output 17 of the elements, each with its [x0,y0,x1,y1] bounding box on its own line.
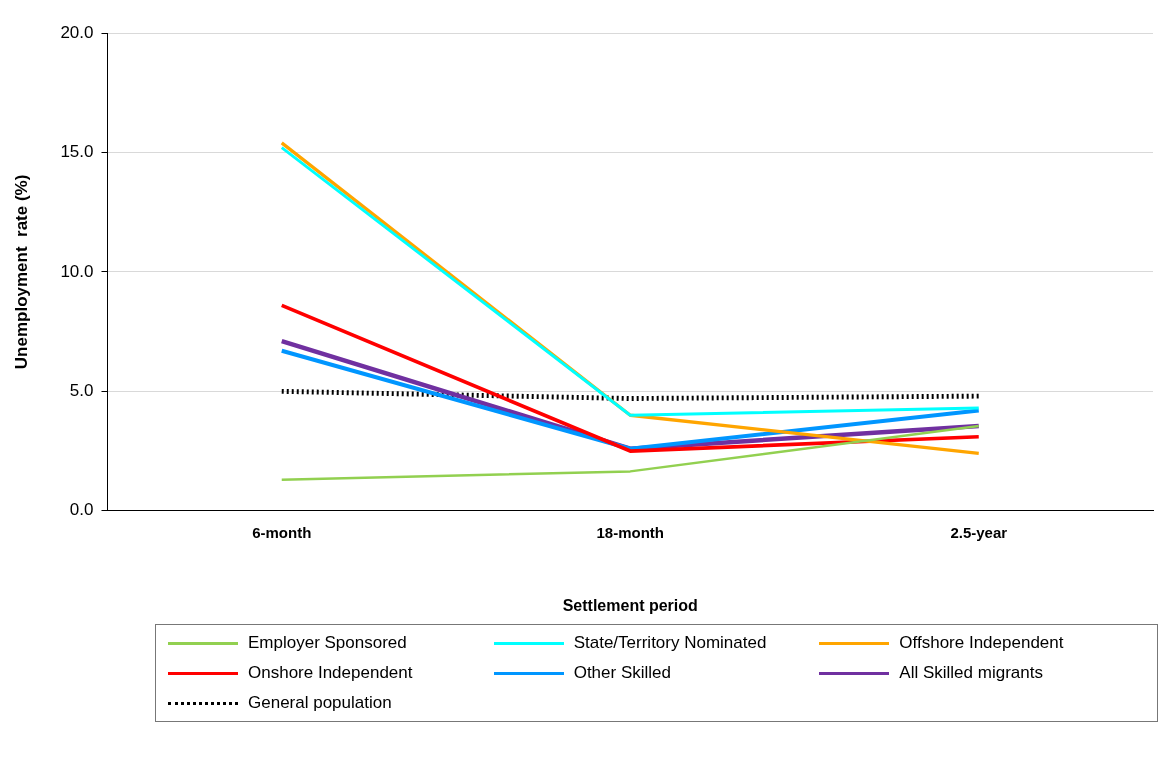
legend-label: Offshore Independent [899,633,1064,653]
y-tick-label: 10.0 [60,261,94,281]
legend-label: Other Skilled [573,663,671,683]
legend-label: Employer Sponsored [248,633,407,653]
legend-label: General population [248,693,392,713]
y-tick-label: 0.0 [69,500,94,520]
y-tick-label: 15.0 [60,142,94,162]
legend-label: All Skilled migrants [899,663,1043,683]
y-tick-label: 20.0 [60,22,94,42]
x-tick-label: 6-month [252,523,312,541]
y-tick-label: 5.0 [69,381,94,401]
x-tick-label: 2.5-year [950,523,1008,541]
x-axis-title: Settlement period [562,596,698,614]
legend-label: State/Territory Nominated [573,633,767,653]
legend-label: Onshore Independent [248,663,413,683]
y-axis-title: Unemployment rate (%) [11,174,31,370]
x-tick-label: 18-month [596,523,664,541]
